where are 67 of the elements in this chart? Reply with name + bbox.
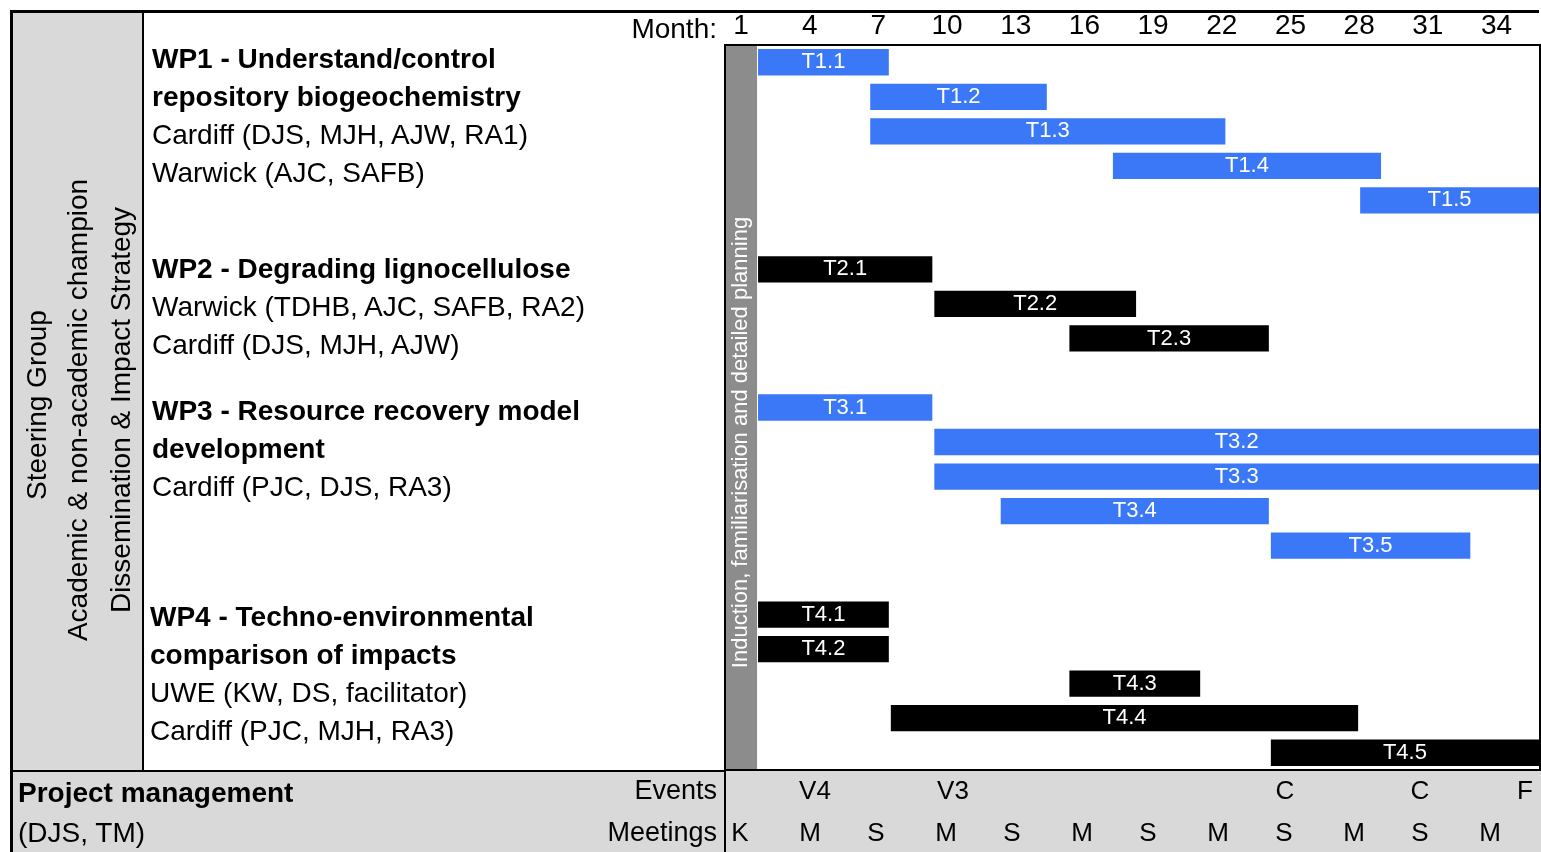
text: V3 <box>937 774 969 807</box>
y-tick-label: T3.5 <box>1348 531 1393 557</box>
x-tick-label: 22 <box>1206 8 1238 40</box>
y-tick-label: T4.3 <box>1112 669 1157 695</box>
y-tick-label: T4.2 <box>801 635 846 661</box>
x-tick-label: 16 <box>1068 8 1100 40</box>
text: Warwick (AJC, SAFB) <box>152 156 426 190</box>
y-tick-label: T1.1 <box>801 48 846 74</box>
y-tick-label: T3.4 <box>1112 497 1157 523</box>
text: Steering Group <box>20 310 53 500</box>
x-tick-label: 31 <box>1412 8 1444 40</box>
text: K <box>731 816 749 849</box>
text: Academic & non-academic champion <box>61 178 94 642</box>
y-tick-label: T1.3 <box>1025 117 1070 143</box>
text: M <box>1479 816 1501 849</box>
text: Dissemination & Impact Strategy <box>104 206 137 614</box>
text: WP1 - Understand/control repository biogeochemistry <box>152 42 522 114</box>
text: Cardiff (DJS, MJH, AJW, RA1) <box>152 118 529 152</box>
y-tick-label: T4.4 <box>1102 704 1147 730</box>
x-tick-label: 19 <box>1137 8 1169 40</box>
y-tick-label: T2.3 <box>1147 324 1192 350</box>
text: Project management <box>18 776 295 810</box>
text: F <box>1517 774 1533 807</box>
y-tick-label: T2.2 <box>1013 289 1058 315</box>
text: M <box>1343 816 1365 849</box>
text: UWE (KW, DS, facilitator) <box>150 676 469 710</box>
y-tick-label: T4.5 <box>1382 738 1427 764</box>
text: S <box>1139 816 1157 849</box>
text: Cardiff (DJS, MJH, AJW) <box>152 328 461 362</box>
y-tick-label: T3.1 <box>823 393 868 419</box>
y-tick-label: T3.2 <box>1214 428 1259 454</box>
y-tick-label: T1.5 <box>1427 186 1472 212</box>
band-label: Induction, familiarisation and detailed planning <box>727 216 753 669</box>
text: WP2 - Degrading lignocellulose <box>152 252 572 286</box>
text: M <box>1207 816 1229 849</box>
x-tick-label: 10 <box>931 8 963 40</box>
text: WP3 - Resource recovery model development <box>152 394 581 466</box>
y-tick-label: T2.1 <box>823 255 868 281</box>
text: C <box>1410 774 1430 807</box>
text: S <box>1411 816 1429 849</box>
text: S <box>1003 816 1021 849</box>
text: S <box>867 816 885 849</box>
x-tick-label: 7 <box>870 8 887 40</box>
y-tick-label: T3.3 <box>1214 462 1259 488</box>
x-tick-label: 25 <box>1274 8 1307 40</box>
x-tick-label: 1 <box>733 8 749 40</box>
text: (DJS, TM) <box>18 816 147 850</box>
y-tick-label: T1.2 <box>936 82 981 108</box>
text: V4 <box>799 774 831 807</box>
x-tick-label: 4 <box>801 8 818 40</box>
text: Warwick (TDHB, AJC, SAFB, RA2) <box>152 290 586 324</box>
text: WP4 - Techno-environmental comparison of impacts <box>150 600 535 672</box>
x-tick-label: 34 <box>1480 8 1513 40</box>
text: Cardiff (PJC, DJS, RA3) <box>152 470 453 504</box>
text: M <box>1071 816 1093 849</box>
y-tick-label: T1.4 <box>1224 151 1269 177</box>
text: S <box>1275 816 1293 849</box>
x-axis-title: Month: <box>631 13 717 45</box>
text: C <box>1275 774 1295 807</box>
text: Cardiff (PJC, MJH, RA3) <box>150 714 456 748</box>
text: M <box>799 816 821 849</box>
text: M <box>935 816 957 849</box>
text: Events <box>634 774 717 807</box>
x-tick-label: 13 <box>1000 8 1032 40</box>
text: Meetings <box>607 816 717 849</box>
y-tick-label: T4.1 <box>801 600 846 626</box>
x-tick-label: 28 <box>1343 8 1375 40</box>
